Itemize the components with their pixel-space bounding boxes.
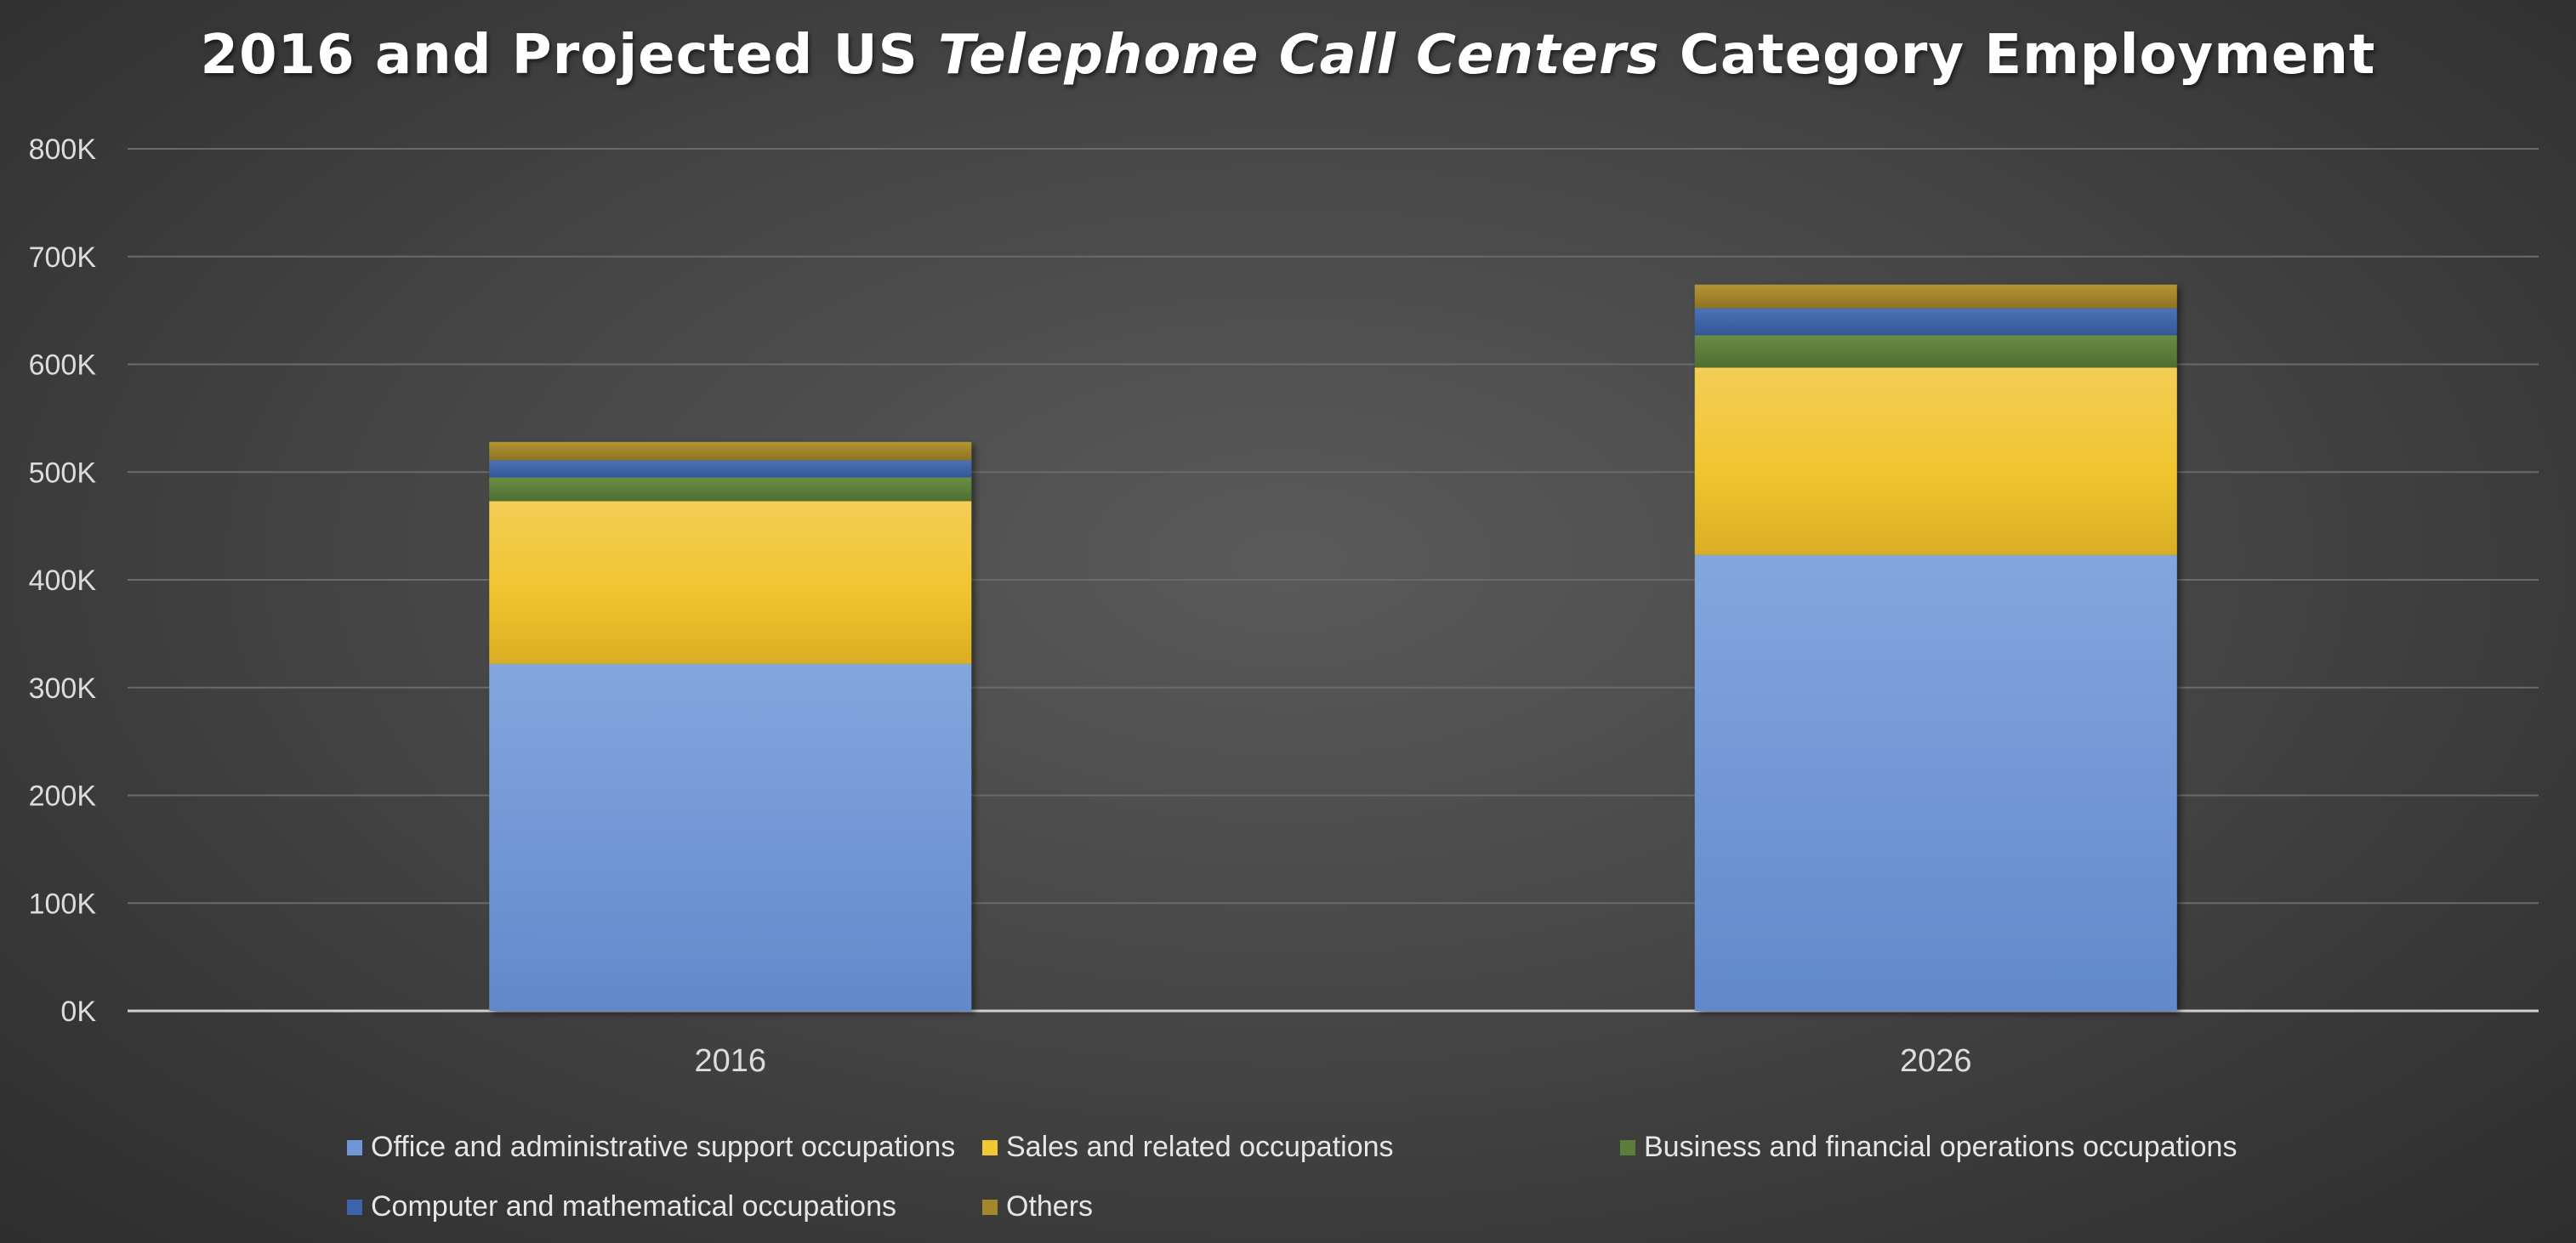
bar-stack xyxy=(1694,284,2177,1011)
legend-swatch xyxy=(1620,1139,1635,1155)
bar-segment xyxy=(489,441,972,461)
legend-label: Office and administrative support occupa… xyxy=(371,1131,956,1163)
legend-swatch xyxy=(347,1199,362,1215)
legend-item: Sales and related occupations xyxy=(982,1131,1394,1164)
legend-item: Office and administrative support occupa… xyxy=(347,1131,955,1164)
bar-segment xyxy=(1694,335,2177,368)
x-category-label: 2016 xyxy=(694,1043,766,1079)
legend-label: Business and financial operations occupa… xyxy=(1644,1131,2238,1163)
x-axis-labels: 2016 2026 xyxy=(694,1043,1971,1079)
y-tick-label: 400K xyxy=(29,565,97,597)
y-tick-label: 200K xyxy=(29,780,97,813)
bar-segment xyxy=(1694,308,2177,336)
y-tick-label: 500K xyxy=(29,457,97,489)
legend-label: Computer and mathematical occupations xyxy=(371,1190,896,1223)
x-category-label: 2026 xyxy=(1900,1043,1972,1079)
title-text-1: 2016 and Projected US xyxy=(200,24,938,87)
legend-item: Computer and mathematical occupations xyxy=(347,1190,896,1223)
legend: Office and administrative support occupa… xyxy=(0,1114,2576,1233)
legend-swatch xyxy=(982,1199,998,1215)
title-text-2: Telephone Call Centers xyxy=(937,24,1660,87)
bar-stack xyxy=(489,441,972,1011)
legend-swatch xyxy=(347,1139,362,1155)
y-axis-ticks: 0K 100K 200K 300K 400K 500K 600K 700K 800K xyxy=(29,133,97,1028)
bar-segment xyxy=(489,477,972,502)
y-tick-label: 300K xyxy=(29,673,97,705)
chart-title: 2016 and Projected US Telephone Call Cen… xyxy=(0,24,2576,87)
bar-segment xyxy=(1694,284,2177,309)
bars xyxy=(489,284,2177,1011)
legend-swatch xyxy=(982,1139,998,1155)
legend-label: Others xyxy=(1006,1190,1094,1223)
y-tick-label: 800K xyxy=(29,133,97,166)
bar-segment xyxy=(489,501,972,664)
legend-item: Business and financial operations occupa… xyxy=(1620,1131,2237,1164)
bar-segment xyxy=(1694,367,2177,555)
y-tick-label: 700K xyxy=(29,241,97,274)
bar-segment xyxy=(489,663,972,1011)
y-tick-label: 0K xyxy=(60,996,96,1028)
bar-segment xyxy=(489,460,972,478)
bar-segment xyxy=(1694,554,2177,1011)
y-tick-label: 600K xyxy=(29,349,97,382)
y-tick-label: 100K xyxy=(29,888,97,920)
title-text-3: Category Employment xyxy=(1659,24,2376,87)
legend-item: Others xyxy=(982,1190,1093,1223)
legend-label: Sales and related occupations xyxy=(1006,1131,1394,1163)
